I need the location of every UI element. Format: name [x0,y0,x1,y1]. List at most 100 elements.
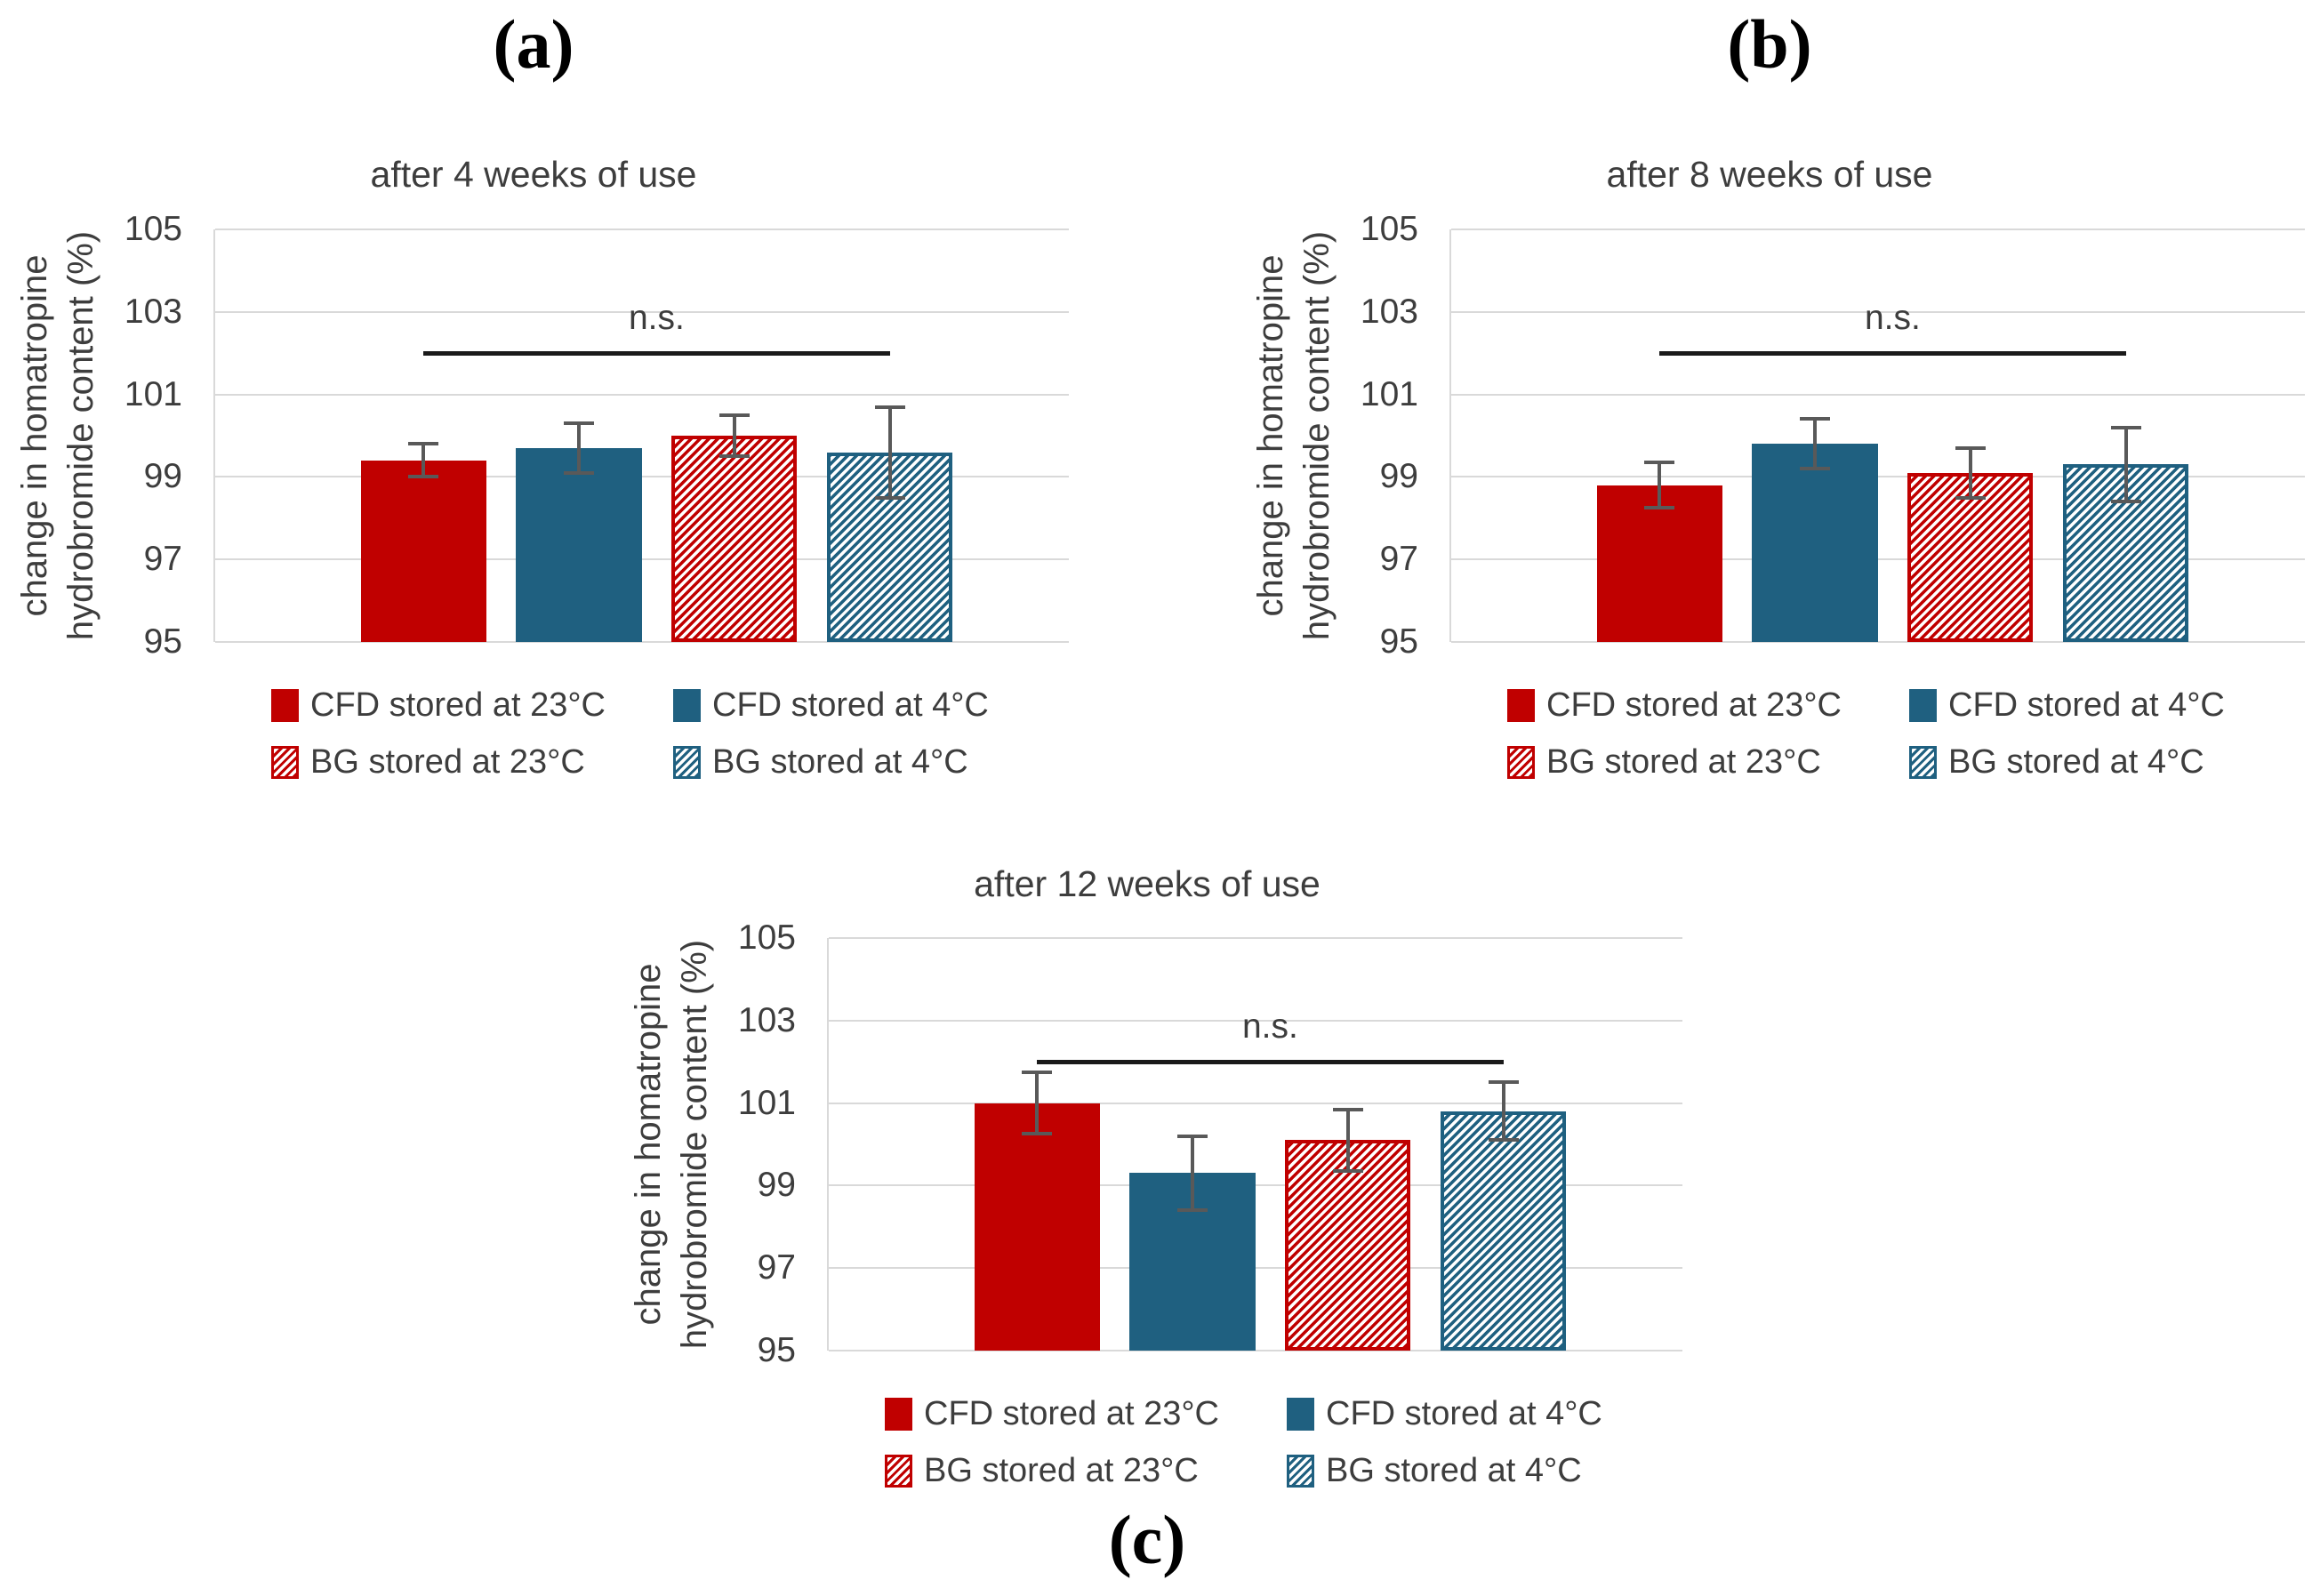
legend-swatch-cfd-4c [1287,1397,1314,1431]
legend-label: BG stored at 23°C [1546,743,1821,781]
gridline [829,1267,1682,1270]
legend-label: BG stored at 4°C [1948,743,2204,781]
panel-letter-label: (b) [1727,5,1812,83]
y-tick-label: 95 [757,1331,796,1369]
legend-item-bg-4c: BG stored at 4°C [1287,1450,1602,1491]
legend-swatch-cfd-23c [885,1397,912,1431]
error-bar-cap [718,454,750,459]
bar-cfd-4c [516,447,642,642]
legend-label: BG stored at 4°C [1326,1452,1582,1489]
error-bar-cap [1800,467,1831,471]
legend-swatch-bg-4c [1287,1454,1314,1488]
panel-letter-label: (c) [1108,1501,1186,1578]
chart-title: after 8 weeks of use [1606,154,1933,195]
y-tick-label: 105 [124,210,182,248]
y-tick-label: 103 [737,1000,796,1039]
gridline [215,558,1069,561]
error-bar-cap [1022,1132,1053,1136]
error-bar-cap [1644,506,1675,510]
y-axis-label-line1: change in homatropine [1251,254,1290,617]
chart-panel-a: (a) after 4 weeks of use change in homat… [0,0,1156,800]
significance-line [1659,351,2126,357]
y-tick-label: 101 [1360,374,1418,413]
legend-swatch-cfd-4c [673,688,701,722]
gridline [1451,558,2305,561]
error-bar-cap [1332,1107,1363,1111]
plot-area: n.s. [1449,229,2305,643]
y-tick-label: 95 [1379,622,1418,661]
legend-label: CFD stored at 23°C [310,686,606,724]
error-bar-cap [1955,445,1986,450]
y-tick-label: 99 [757,1166,796,1205]
legend-label: BG stored at 23°C [310,743,585,781]
error-bar-cap [2110,500,2141,504]
legend-label: CFD stored at 23°C [1546,686,1842,724]
error-bar-stem [1813,419,1818,469]
legend-item-cfd-23c: CFD stored at 23°C [1507,685,1909,726]
legend-item-cfd-23c: CFD stored at 23°C [885,1393,1287,1434]
error-bar-cap [718,413,750,417]
error-bar-stem [732,414,736,457]
error-bar-stem [1968,447,1972,498]
error-bar-cap [564,470,595,475]
y-tick-label: 105 [737,918,796,957]
significance-line [423,351,890,357]
legend-item-bg-23c: BG stored at 23°C [885,1450,1287,1491]
legend-item-bg-23c: BG stored at 23°C [271,742,673,782]
y-tick-label: 103 [1360,292,1418,331]
bar-cfd-23c [974,1103,1100,1351]
gridline [1451,310,2305,313]
error-bar-cap [408,442,439,446]
plot-area: n.s. [827,937,1682,1351]
legend-item-cfd-4c: CFD stored at 4°C [1909,685,2225,726]
error-bar-cap [408,475,439,479]
legend-swatch-cfd-23c [1507,688,1535,722]
significance-annotation: n.s. [1241,1007,1298,1047]
y-tick-label: 105 [1360,210,1418,248]
legend-swatch-cfd-4c [1909,688,1937,722]
error-bar-cap [874,405,905,409]
gridline [829,1102,1682,1104]
error-bar-cap [1955,495,1986,500]
error-bar-cap [1488,1138,1519,1143]
legend: CFD stored at 23°C CFD stored at 4°C BG st… [271,685,989,782]
legend-item-cfd-4c: CFD stored at 4°C [1287,1393,1602,1434]
error-bar-cap [564,421,595,426]
significance-annotation: n.s. [1864,299,1921,338]
legend-label: CFD stored at 23°C [924,1395,1219,1432]
legend-swatch-bg-23c [271,745,299,779]
significance-annotation: n.s. [628,299,685,338]
gridline [1451,641,2305,643]
legend-item-bg-23c: BG stored at 23°C [1507,742,1909,782]
gridline [829,937,1682,939]
legend-item-cfd-23c: CFD stored at 23°C [271,685,673,726]
error-bar-stem [2123,427,2128,502]
legend: CFD stored at 23°C CFD stored at 4°C BG st… [1507,685,2225,782]
y-axis-label-line1: change in homatropine [15,254,54,617]
y-axis-ticks: 95 97 99 101 103 105 [671,918,796,1369]
gridline [1451,229,2305,230]
plot-area: n.s. [213,229,1069,643]
error-bar-stem [1501,1082,1505,1141]
y-tick-label: 99 [1379,457,1418,496]
bar-bg-4c [1440,1111,1567,1351]
legend-item-bg-4c: BG stored at 4°C [1909,742,2225,782]
gridline [215,393,1069,396]
legend-swatch-bg-4c [673,745,701,779]
gridline [215,229,1069,230]
error-bar-cap [874,495,905,500]
bar-cfd-4c [1752,444,1878,642]
gridline [1451,476,2305,478]
gridline [829,1184,1682,1187]
error-bar-stem [1035,1071,1040,1135]
chart-title: after 12 weeks of use [974,863,1321,904]
y-tick-label: 99 [143,457,182,496]
bar-bg-23c [1907,472,2034,642]
y-axis-label-line1: change in homatropine [629,963,668,1326]
y-axis-ticks: 95 97 99 101 103 105 [58,210,182,661]
gridline [1451,393,2305,396]
legend-label: CFD stored at 4°C [1948,686,2225,724]
error-bar-stem [577,423,582,473]
gridline [215,310,1069,313]
legend-swatch-bg-23c [1507,745,1535,779]
